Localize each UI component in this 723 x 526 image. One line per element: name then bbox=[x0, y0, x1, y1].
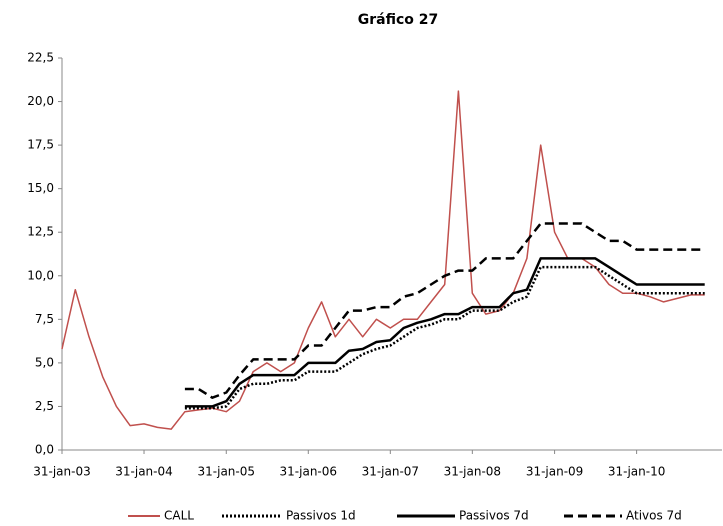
series-line bbox=[184, 257, 705, 408]
x-tick-label: 31-jan-09 bbox=[526, 465, 584, 479]
y-tick-label: 7,5 bbox=[35, 312, 54, 326]
y-tick-label: 20,0 bbox=[27, 94, 54, 108]
y-tick-label: 5,0 bbox=[35, 355, 54, 369]
series-line bbox=[184, 265, 705, 410]
x-tick-label: 31-jan-10 bbox=[608, 465, 666, 479]
legend-label: Passivos 7d bbox=[459, 509, 529, 523]
y-tick-label: 10,0 bbox=[27, 268, 54, 282]
x-tick-label: 31-jan-06 bbox=[280, 465, 338, 479]
x-tick-label: 31-jan-08 bbox=[444, 465, 502, 479]
legend-label: Ativos 7d bbox=[626, 509, 682, 523]
y-tick-label: 2,5 bbox=[35, 399, 54, 413]
legend-label: CALL bbox=[164, 509, 194, 523]
y-tick-label: 12,5 bbox=[27, 225, 54, 239]
series-line bbox=[184, 222, 705, 399]
x-tick-label: 31-jan-05 bbox=[198, 465, 256, 479]
y-tick-label: 22,5 bbox=[27, 51, 54, 65]
x-tick-label: 31-jan-03 bbox=[33, 465, 91, 479]
y-tick-label: 15,0 bbox=[27, 181, 54, 195]
chart-title: Gráfico 27 bbox=[358, 12, 439, 28]
x-tick-label: 31-jan-04 bbox=[115, 465, 173, 479]
y-tick-label: 0,0 bbox=[35, 443, 54, 457]
legend-label: Passivos 1d bbox=[286, 509, 356, 523]
y-tick-label: 17,5 bbox=[27, 138, 54, 152]
x-tick-label: 31-jan-07 bbox=[362, 465, 420, 479]
series-line bbox=[61, 90, 705, 430]
